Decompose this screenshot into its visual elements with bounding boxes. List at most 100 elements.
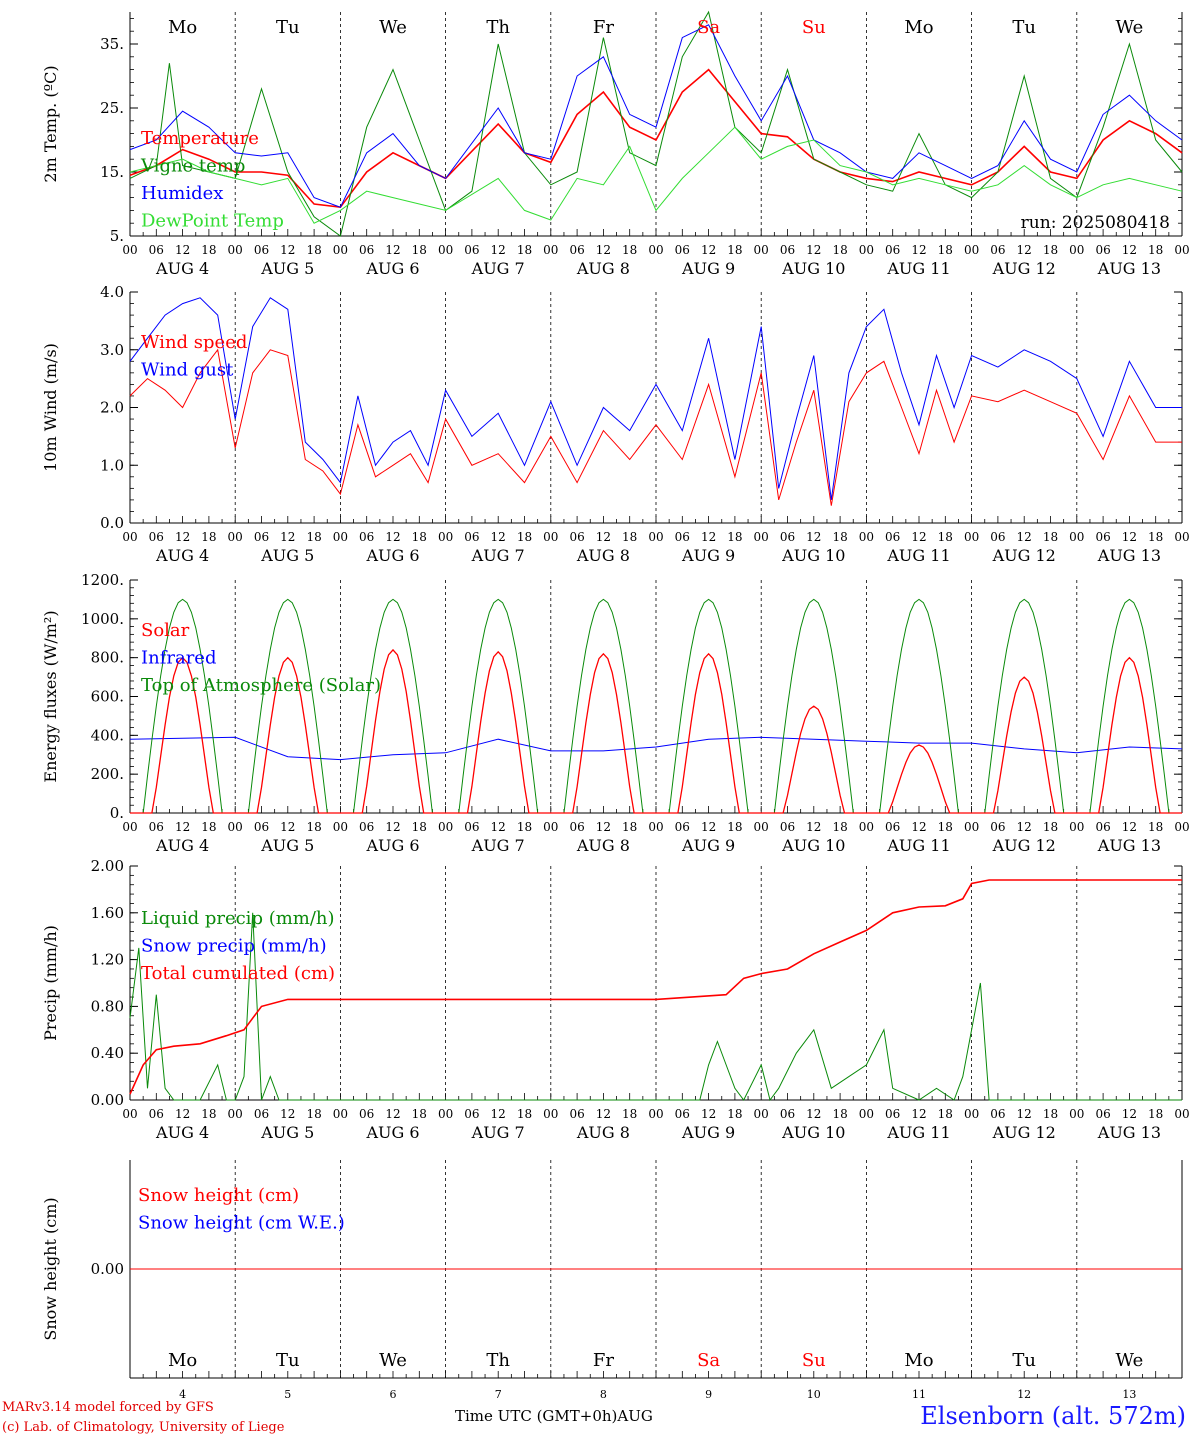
hour-label: 12	[491, 820, 506, 834]
y-tick-label: 0.00	[91, 1260, 124, 1278]
weekday-label-bottom: Tu	[276, 1350, 300, 1371]
hour-label: 00	[964, 243, 979, 257]
date-label: AUG 12	[992, 259, 1056, 278]
legend-entry: Snow precip (mm/h)	[141, 936, 327, 957]
series-line-wind-gust	[129, 297, 1182, 500]
hour-label: 06	[675, 243, 690, 257]
y-tick-label: 3.0	[100, 341, 124, 359]
hour-label: 06	[359, 820, 374, 834]
weekday-label-top: Sa	[697, 17, 720, 38]
y-tick-label: 0.00	[91, 1091, 124, 1109]
hour-label: 06	[1095, 1107, 1110, 1121]
weekday-label-bottom: Tu	[1012, 1350, 1036, 1371]
hour-label: 12	[1122, 243, 1137, 257]
hour-label: 18	[622, 1107, 637, 1121]
date-label: AUG 7	[471, 1123, 525, 1142]
day-number-label: 7	[495, 1388, 502, 1401]
series-line-humidex	[129, 24, 1183, 208]
legend-entry: Snow height (cm)	[138, 1185, 299, 1206]
date-label: AUG 8	[576, 1123, 630, 1142]
hour-label: 00	[228, 820, 243, 834]
hour-label: 06	[780, 1107, 795, 1121]
date-label: AUG 13	[1097, 546, 1161, 565]
hour-label: 06	[359, 243, 374, 257]
hour-label: 00	[228, 243, 243, 257]
hour-label: 18	[306, 820, 321, 834]
hour-label: 12	[1017, 1107, 1032, 1121]
weekday-label-bottom: We	[1116, 1350, 1144, 1371]
date-label: AUG 12	[992, 546, 1056, 565]
hour-label: 18	[201, 243, 216, 257]
hour-label: 00	[754, 1107, 769, 1121]
y-tick-label: 0.0	[100, 514, 124, 532]
hour-label: 00	[648, 530, 663, 544]
date-label: AUG 7	[471, 259, 525, 278]
hour-label: 12	[911, 820, 926, 834]
day-number-label: 12	[1017, 1388, 1031, 1401]
hour-label: 12	[1017, 243, 1032, 257]
hour-label: 00	[333, 530, 348, 544]
hour-label: 18	[832, 820, 847, 834]
y-axis-label: Snow height (cm)	[41, 1197, 60, 1340]
y-tick-label: 600.	[91, 688, 124, 706]
hour-label: 06	[149, 820, 164, 834]
hour-label: 06	[780, 530, 795, 544]
hour-label: 06	[254, 820, 269, 834]
hour-label: 12	[175, 820, 190, 834]
hour-label: 06	[254, 243, 269, 257]
date-label: AUG 9	[681, 546, 735, 565]
hour-label: 18	[622, 243, 637, 257]
date-label: AUG 10	[781, 1123, 845, 1142]
date-label: AUG 7	[471, 836, 525, 855]
hour-label: 00	[228, 1107, 243, 1121]
hour-label: 06	[359, 530, 374, 544]
hour-label: 18	[201, 530, 216, 544]
hour-label: 06	[1095, 820, 1110, 834]
day-number-label: 9	[705, 1388, 712, 1401]
hour-label: 06	[254, 530, 269, 544]
hour-label: 18	[938, 820, 953, 834]
hour-label: 00	[438, 243, 453, 257]
hour-label: 18	[412, 530, 427, 544]
y-tick-label: 0.	[110, 804, 124, 822]
hour-label: 12	[491, 1107, 506, 1121]
hour-label: 12	[385, 820, 400, 834]
hour-label: 00	[438, 820, 453, 834]
hour-label: 12	[1122, 530, 1137, 544]
weekday-label-bottom: Fr	[593, 1350, 614, 1371]
lab-credit: (c) Lab. of Climatology, University of L…	[2, 1420, 285, 1435]
hour-label: 18	[412, 1107, 427, 1121]
y-tick-label: 4.0	[100, 283, 124, 301]
hour-label: 18	[1148, 1107, 1163, 1121]
hour-label: 06	[780, 243, 795, 257]
hour-label: 12	[806, 820, 821, 834]
hour-label: 00	[122, 243, 137, 257]
hour-label: 00	[754, 243, 769, 257]
hour-label: 18	[306, 1107, 321, 1121]
date-label: AUG 7	[471, 546, 525, 565]
day-number-label: 5	[284, 1388, 291, 1401]
hour-label: 00	[964, 1107, 979, 1121]
hour-label: 12	[385, 1107, 400, 1121]
hour-label: 18	[201, 1107, 216, 1121]
hour-label: 00	[648, 243, 663, 257]
weekday-label-bottom: We	[379, 1350, 407, 1371]
hour-label: 18	[727, 243, 742, 257]
hour-label: 00	[438, 530, 453, 544]
hour-label: 12	[175, 1107, 190, 1121]
series-line-total-cumulated-cm-	[129, 879, 1182, 1095]
hour-label: 06	[780, 820, 795, 834]
hour-label: 18	[306, 243, 321, 257]
hour-label: 06	[464, 820, 479, 834]
date-label: AUG 5	[260, 836, 314, 855]
hour-label: 18	[727, 530, 742, 544]
hour-label: 00	[964, 530, 979, 544]
hour-label: 00	[1174, 820, 1189, 834]
hour-label: 12	[911, 243, 926, 257]
hour-label: 06	[1095, 530, 1110, 544]
hour-label: 06	[990, 820, 1005, 834]
hour-label: 18	[201, 820, 216, 834]
date-label: AUG 11	[886, 836, 950, 855]
y-axis-label: Energy fluxes (W/m²)	[41, 610, 60, 782]
hour-label: 18	[1043, 243, 1058, 257]
